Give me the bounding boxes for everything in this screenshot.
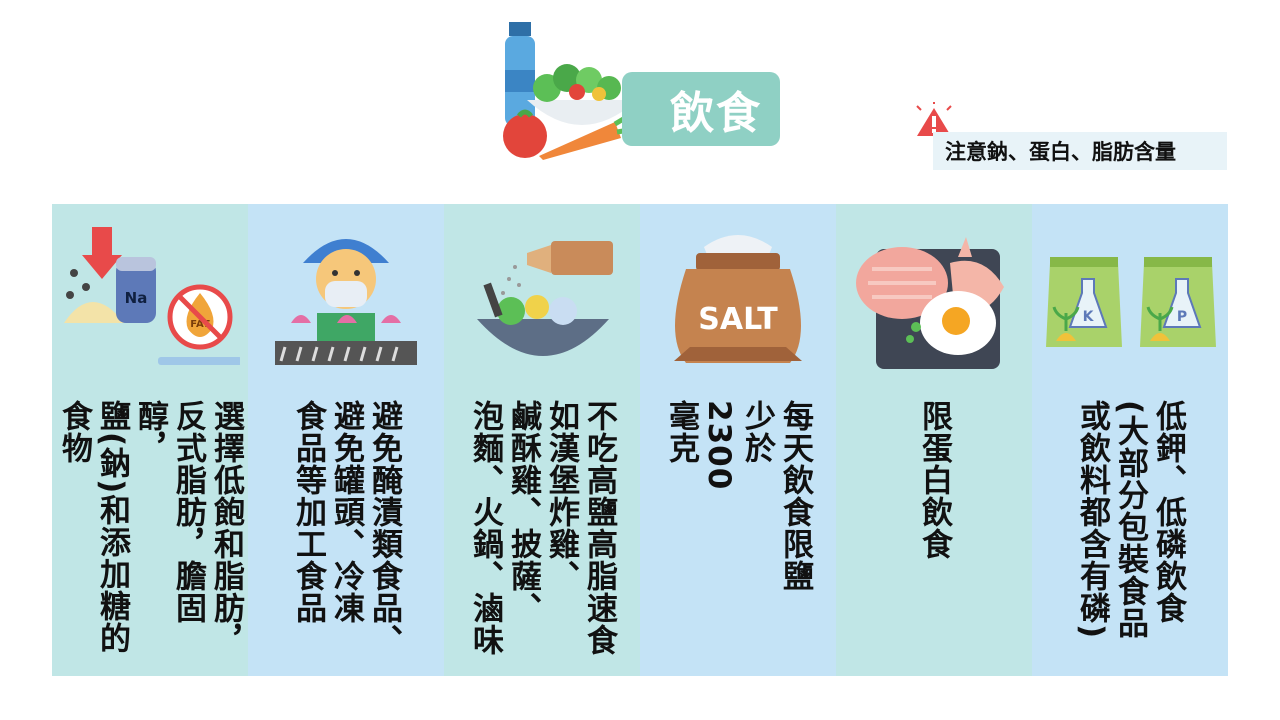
column-text: 低鉀、低磷飲食 (大部分包裝食品 或飲料都含有磷) — [1074, 400, 1186, 640]
column-limit-protein: 限蛋白飲食 — [836, 204, 1032, 676]
salt-label: SALT — [698, 302, 778, 337]
food-illustration-icon — [497, 20, 647, 160]
warning-note: 注意鈉、蛋白、脂肪含量 — [933, 132, 1227, 170]
column-avoid-processed: 避免醃漬類食品、 避免罐頭、冷凍 食品等加工食品 — [248, 204, 444, 676]
column-text: 每天飲食限鹽 少於 2300 毫克 — [663, 400, 813, 592]
fat-label: FAT — [190, 319, 210, 330]
page-title: 飲食 — [622, 72, 780, 146]
salt-bag-icon: SALT — [640, 218, 836, 378]
warning-triangle-icon — [913, 102, 955, 138]
potassium-label: K — [1083, 309, 1095, 325]
column-text: 不吃高鹽高脂速食 如漢堡炸雞、 鹹酥雞、披薩、 泡麵、火鍋、滷味 — [467, 400, 617, 656]
column-text: 選擇低飽和脂肪， 反式脂肪，膽固醇， 鹽(鈉)和添加糖的 食物 — [56, 400, 244, 656]
column-no-fast-food: 不吃高鹽高脂速食 如漢堡炸雞、 鹹酥雞、披薩、 泡麵、火鍋、滷味 — [444, 204, 640, 676]
salt-fat-icon: Na FAT — [52, 218, 248, 378]
column-text: 避免醃漬類食品、 避免罐頭、冷凍 食品等加工食品 — [290, 400, 402, 656]
column-low-potassium-phosphorus: K P 低鉀、低磷飲食 (大部分包裝食品 或飲料都含有磷) — [1032, 204, 1228, 676]
phosphorus-label: P — [1177, 309, 1187, 325]
meat-fish-egg-icon — [836, 218, 1032, 378]
diet-guidelines-panel: Na FAT 選擇低飽和脂肪， 反式脂肪，膽固醇， 鹽(鈉)和添加糖的 食物 — [52, 204, 1228, 676]
potassium-phosphorus-bags-icon: K P — [1032, 218, 1228, 378]
column-low-fat: Na FAT 選擇低飽和脂肪， 反式脂肪，膽固醇， 鹽(鈉)和添加糖的 食物 — [52, 204, 248, 676]
column-salt-limit: SALT 每天飲食限鹽 少於 2300 毫克 — [640, 204, 836, 676]
food-worker-icon — [248, 218, 444, 378]
salt-shaker-bowl-icon — [444, 218, 640, 378]
column-text: 限蛋白飲食 — [916, 400, 952, 560]
na-label: Na — [125, 289, 148, 307]
